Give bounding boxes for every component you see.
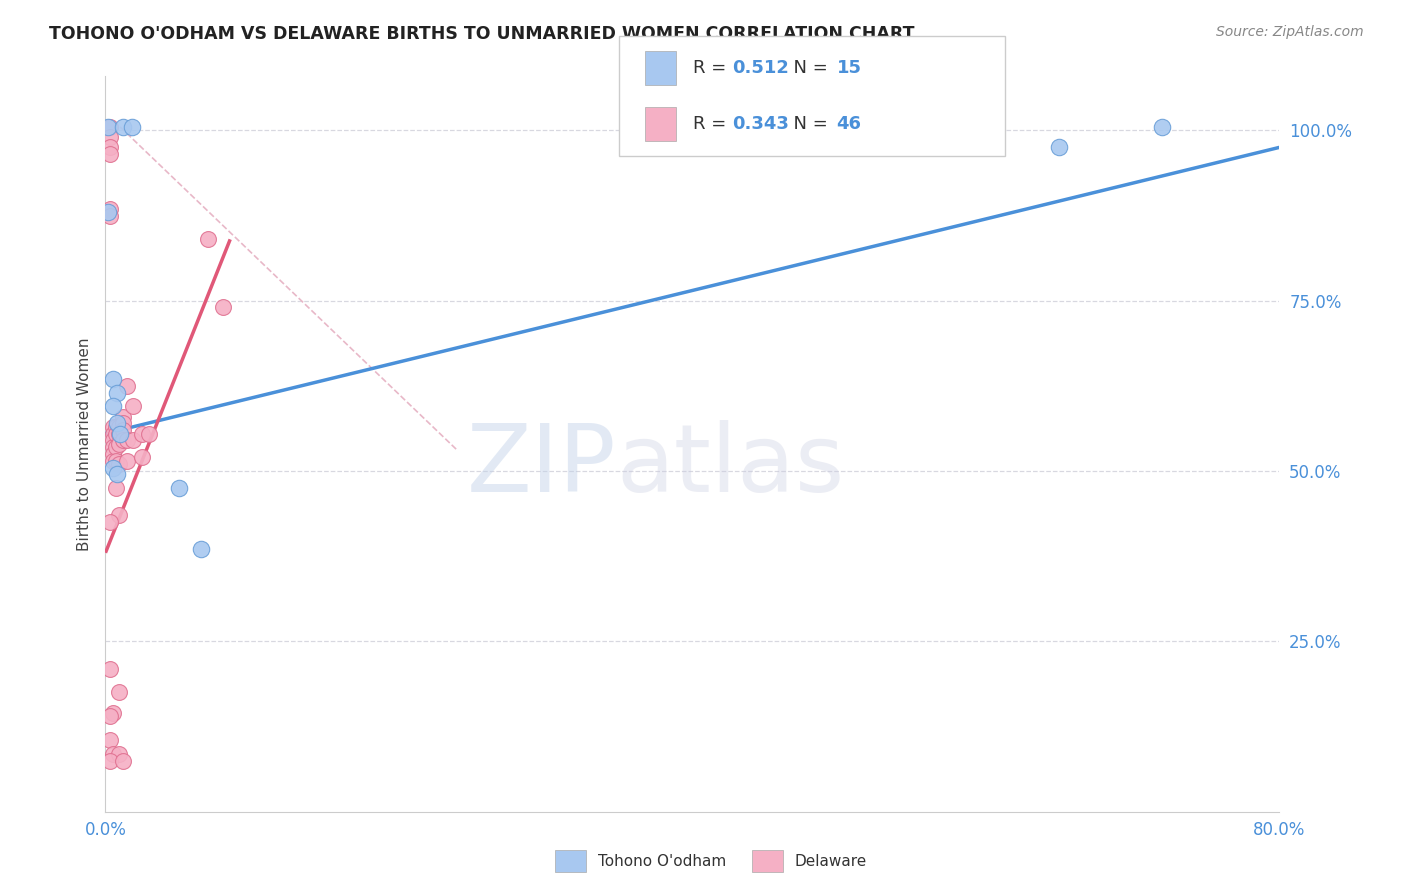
Point (117, 434, 139, 448)
Point (98, 733, 121, 747)
Point (1047, 140, 1070, 154)
Point (104, 481, 127, 495)
Text: R =: R = (693, 115, 733, 133)
Point (107, 457, 129, 471)
Point (117, 454, 139, 468)
Point (98, 147, 121, 161)
Point (98, 709, 121, 723)
Point (121, 120, 143, 134)
Text: 15: 15 (837, 59, 862, 77)
Text: N =: N = (782, 59, 834, 77)
Text: atlas: atlas (616, 420, 845, 512)
Point (107, 747, 129, 761)
Point (101, 426, 124, 441)
Point (104, 419, 127, 434)
Point (190, 542, 212, 557)
Point (107, 685, 129, 699)
Point (167, 481, 190, 495)
Text: 0.343: 0.343 (733, 115, 789, 133)
Point (131, 450, 153, 465)
Text: 46: 46 (837, 115, 862, 133)
Point (98, 202, 121, 216)
Point (98, 209, 121, 223)
Point (98, 662, 121, 676)
Point (112, 434, 135, 448)
Point (101, 747, 124, 761)
Text: Source: ZipAtlas.com: Source: ZipAtlas.com (1216, 25, 1364, 39)
Point (101, 434, 124, 448)
Text: 0.512: 0.512 (733, 59, 789, 77)
Point (101, 454, 124, 468)
Point (104, 454, 127, 468)
Text: ZIP: ZIP (467, 420, 616, 512)
Point (122, 434, 145, 448)
Point (112, 120, 135, 134)
Point (105, 467, 128, 482)
Point (97, 205, 120, 219)
Point (105, 385, 128, 400)
Point (101, 706, 124, 720)
Point (112, 754, 135, 768)
Point (101, 460, 124, 475)
Text: Tohono O'odham: Tohono O'odham (598, 854, 725, 869)
Point (101, 372, 124, 386)
Point (97, 120, 120, 134)
Point (138, 426, 160, 441)
Point (101, 399, 124, 413)
Point (98, 515, 121, 529)
Point (197, 232, 219, 246)
Point (112, 423, 135, 437)
Point (122, 399, 145, 413)
Point (98, 754, 121, 768)
Text: Delaware: Delaware (794, 854, 866, 869)
Text: TOHONO O'ODHAM VS DELAWARE BIRTHS TO UNMARRIED WOMEN CORRELATION CHART: TOHONO O'ODHAM VS DELAWARE BIRTHS TO UNM… (49, 25, 915, 43)
Point (131, 426, 153, 441)
Point (107, 426, 129, 441)
Y-axis label: Births to Unmarried Women: Births to Unmarried Women (76, 337, 91, 550)
Point (104, 426, 127, 441)
Point (107, 436, 129, 450)
Point (107, 419, 129, 434)
Point (105, 417, 128, 431)
Point (98, 120, 121, 134)
Point (104, 440, 127, 454)
Text: N =: N = (782, 115, 834, 133)
Point (98, 130, 121, 145)
Point (101, 447, 124, 461)
Point (211, 301, 233, 315)
Point (101, 419, 124, 434)
Text: R =: R = (693, 59, 733, 77)
Point (98, 140, 121, 154)
Point (107, 508, 129, 523)
Point (117, 379, 139, 393)
Point (108, 426, 131, 441)
Point (112, 417, 135, 431)
Point (1150, 120, 1173, 134)
Point (101, 440, 124, 454)
Point (112, 409, 135, 424)
